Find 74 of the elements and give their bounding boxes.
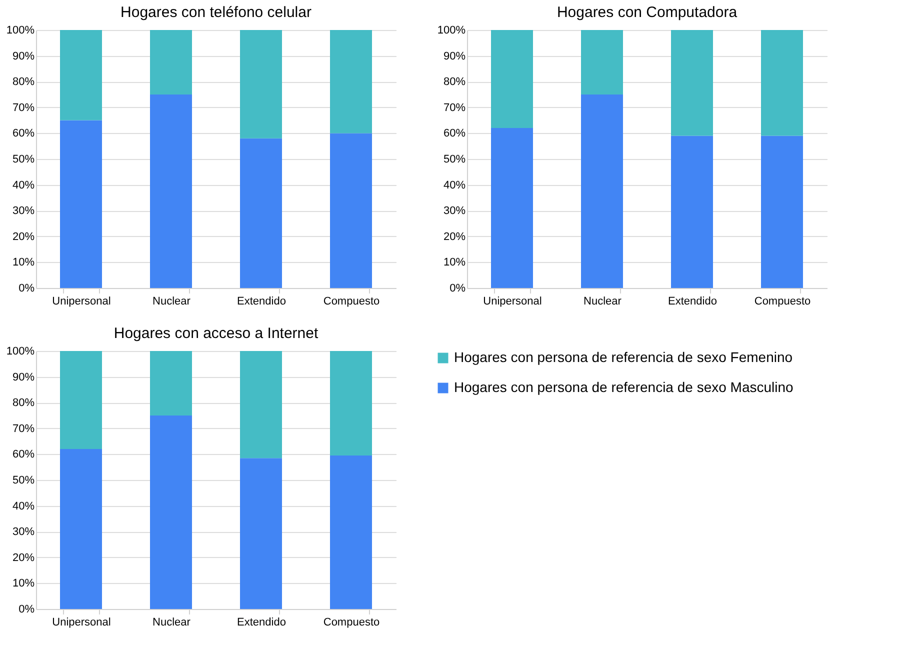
y-tick-label: 0% xyxy=(450,282,466,294)
y-tick-label: 100% xyxy=(6,24,35,36)
x-tick-label: Compuesto xyxy=(323,296,380,308)
y-tick-label: 80% xyxy=(443,76,466,88)
bar xyxy=(330,133,372,288)
y-tick-label: 30% xyxy=(12,526,35,538)
y-tick-label: 50% xyxy=(12,154,35,166)
y-tick-label: 80% xyxy=(12,397,35,410)
y-tick-label: 90% xyxy=(443,50,466,62)
y-tick-label: 40% xyxy=(12,179,35,192)
y-tick-label: 50% xyxy=(443,154,466,166)
y-tick-label: 20% xyxy=(12,230,35,243)
y-tick-label: 0% xyxy=(18,604,35,616)
y-tick-label: 10% xyxy=(12,256,35,269)
y-tick-label: 70% xyxy=(12,102,35,114)
x-tick-label: Unipersonal xyxy=(483,296,542,308)
bar xyxy=(240,351,282,458)
y-tick-label: 70% xyxy=(443,102,466,114)
legend-label: Hogares con persona de referencia de sexo Masculino xyxy=(454,379,794,395)
y-tick-label: 10% xyxy=(443,256,466,269)
bar xyxy=(150,94,192,288)
bar xyxy=(150,351,192,416)
y-tick-label: 10% xyxy=(12,578,35,590)
y-tick-label: 40% xyxy=(12,500,35,512)
chart-title: Hogares con teléfono celular xyxy=(120,4,312,21)
x-tick-label: Extendido xyxy=(668,296,717,308)
x-tick-label: Nuclear xyxy=(152,296,191,308)
y-tick-label: 30% xyxy=(443,205,466,218)
x-tick-label: Nuclear xyxy=(584,296,622,308)
y-tick-label: 60% xyxy=(443,128,466,140)
x-tick-label: Compuesto xyxy=(323,616,380,628)
bar xyxy=(60,30,102,120)
x-tick-label: Extendido xyxy=(237,296,286,308)
y-tick-label: 0% xyxy=(18,282,35,294)
x-tick-label: Unipersonal xyxy=(52,296,111,308)
bar xyxy=(60,120,102,288)
bar xyxy=(761,30,803,136)
y-tick-label: 50% xyxy=(12,474,35,486)
y-tick-label: 90% xyxy=(12,50,35,62)
y-tick-label: 70% xyxy=(12,422,35,435)
bar xyxy=(60,449,102,609)
y-tick-label: 60% xyxy=(12,128,35,140)
legend-label: Hogares con persona de referencia de sexo Femenino xyxy=(454,349,793,365)
bar xyxy=(330,30,372,134)
chart-title: Hogares con acceso a Internet xyxy=(114,325,319,342)
bar xyxy=(60,351,102,450)
x-tick-label: Unipersonal xyxy=(52,616,111,628)
x-tick-label: Nuclear xyxy=(152,616,191,628)
y-tick-label: 20% xyxy=(443,230,466,243)
x-tick-label: Compuesto xyxy=(754,296,811,308)
bar xyxy=(581,94,623,288)
y-tick-label: 40% xyxy=(443,179,466,192)
bar xyxy=(761,136,803,288)
y-tick-label: 30% xyxy=(12,205,35,218)
bar xyxy=(150,30,192,94)
bar xyxy=(671,136,713,288)
bar xyxy=(671,30,713,136)
chart-title: Hogares con Computadora xyxy=(556,4,738,21)
bar xyxy=(240,458,282,609)
bar xyxy=(240,138,282,288)
bar xyxy=(330,351,372,456)
y-tick-label: 90% xyxy=(12,371,35,384)
y-tick-label: 100% xyxy=(6,346,35,358)
bar xyxy=(330,455,372,609)
y-tick-label: 80% xyxy=(12,76,35,88)
bar xyxy=(150,416,192,609)
bar xyxy=(491,30,533,128)
bar xyxy=(240,30,282,138)
y-tick-label: 100% xyxy=(437,24,466,36)
x-tick-label: Extendido xyxy=(237,616,286,628)
y-tick-label: 20% xyxy=(12,552,35,564)
bar xyxy=(491,128,533,288)
bar xyxy=(581,30,623,94)
y-tick-label: 60% xyxy=(12,448,35,461)
